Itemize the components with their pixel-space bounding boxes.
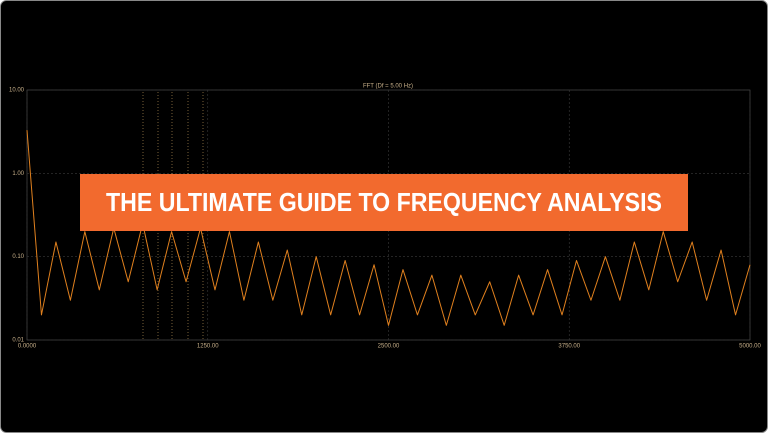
series-line (26, 130, 751, 326)
chart-title: FFT (Df = 5.00 Hz) (363, 84, 413, 90)
banner-background (80, 174, 688, 231)
y-tick-label: 0.10 (12, 254, 24, 260)
y-tick-label: 1.00 (12, 171, 24, 177)
y-tick-label: 10.00 (9, 88, 25, 94)
x-tick-label: 2500.00 (378, 344, 400, 350)
x-tick-label: 5000.00 (739, 344, 761, 350)
grid (26, 89, 751, 341)
series (26, 130, 751, 326)
x-tick-label: 3750.00 (558, 344, 580, 350)
banner-title: THE ULTIMATE GUIDE TO FREQUENCY ANALYSIS (106, 187, 662, 217)
x-tick-label: 0.0000 (18, 344, 37, 350)
y-tick-label: 0.01 (12, 338, 24, 344)
x-tick-label: 1250.00 (197, 344, 219, 350)
